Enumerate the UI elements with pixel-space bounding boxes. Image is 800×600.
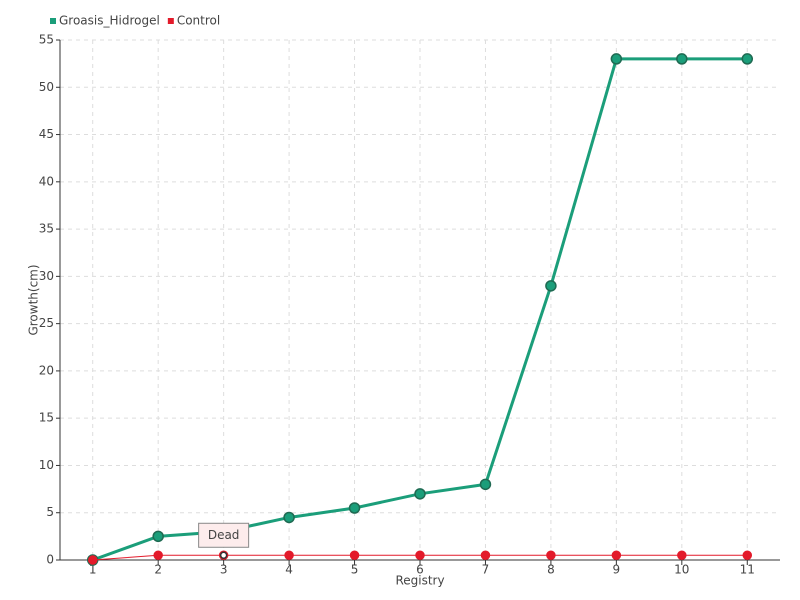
x-tick-label: 11 xyxy=(740,563,755,577)
x-tick-label: 2 xyxy=(154,563,162,577)
data-point xyxy=(611,550,622,561)
data-point xyxy=(610,53,623,65)
data-point xyxy=(546,550,556,561)
data-point xyxy=(545,280,557,292)
data-point xyxy=(349,550,360,561)
data-point xyxy=(414,488,426,500)
data-point xyxy=(415,550,425,561)
x-tick-label: 10 xyxy=(674,563,689,577)
data-point xyxy=(741,53,754,65)
x-tick-label: 7 xyxy=(482,563,490,577)
data-point xyxy=(677,550,687,561)
data-point xyxy=(742,550,753,561)
legend-label: Groasis_Hidrogel xyxy=(59,14,160,28)
y-tick-label: 25 xyxy=(39,316,54,330)
data-point xyxy=(284,550,294,561)
y-tick-label: 10 xyxy=(39,458,54,472)
x-tick-label: 5 xyxy=(351,563,359,577)
y-tick-label: 50 xyxy=(39,80,54,94)
y-tick-label: 5 xyxy=(46,505,54,519)
y-tick-label: 20 xyxy=(39,363,54,377)
data-point xyxy=(480,550,491,561)
y-tick-label: 55 xyxy=(39,33,54,47)
legend-label: Control xyxy=(177,14,220,28)
x-tick-label: 9 xyxy=(613,563,621,577)
annotation-box xyxy=(198,522,250,548)
y-tick-label: 0 xyxy=(46,553,54,567)
data-point xyxy=(348,502,361,514)
y-tick-label: 15 xyxy=(39,411,54,425)
x-tick-label: 6 xyxy=(416,563,424,577)
y-tick-label: 35 xyxy=(39,222,54,236)
data-point xyxy=(152,530,164,543)
data-point xyxy=(87,555,98,565)
annotation-text: Dead xyxy=(208,528,240,542)
x-tick-label: 1 xyxy=(89,563,97,577)
y-tick-label: 45 xyxy=(39,127,54,141)
data-point xyxy=(676,53,688,65)
y-axis-label: Growth(cm) xyxy=(27,264,41,335)
data-point xyxy=(479,478,492,491)
data-point xyxy=(153,550,163,561)
x-tick-label: 8 xyxy=(547,563,555,577)
y-tick-label: 30 xyxy=(39,269,54,283)
legend-swatch xyxy=(50,18,56,24)
annotation-marker xyxy=(219,551,228,560)
legend-swatch xyxy=(167,18,174,24)
x-tick-label: 3 xyxy=(220,563,228,577)
y-tick-label: 40 xyxy=(39,174,54,188)
data-point xyxy=(283,511,295,524)
x-tick-label: 4 xyxy=(285,563,293,577)
x-axis-label: Registry xyxy=(395,574,444,588)
